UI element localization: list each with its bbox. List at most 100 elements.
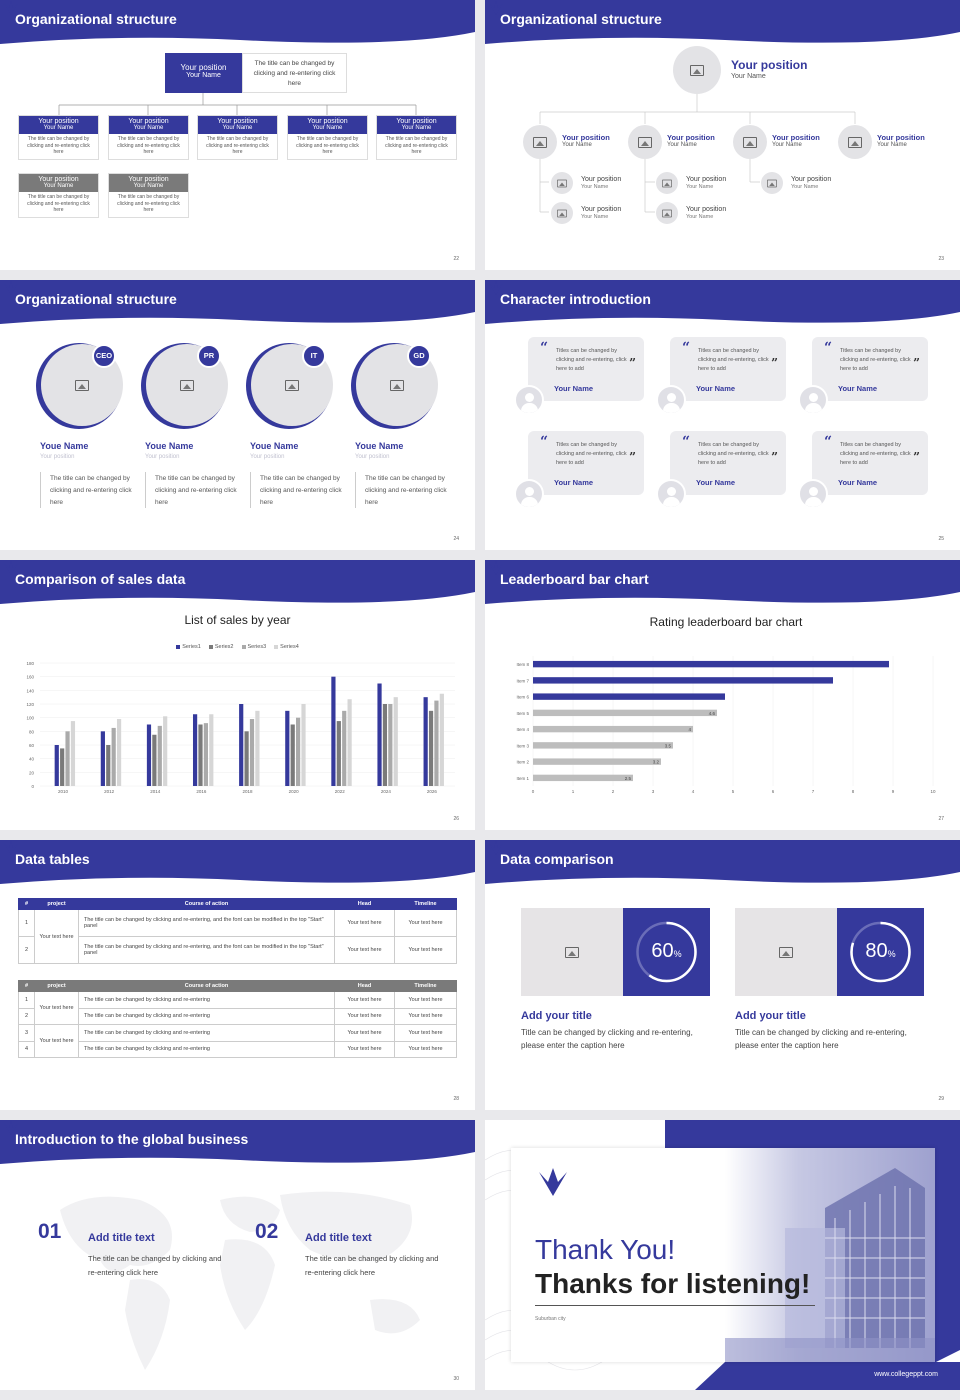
head-cell: Your text here bbox=[334, 909, 395, 937]
divider bbox=[145, 472, 146, 508]
quote-close-icon: ” bbox=[629, 450, 636, 464]
bar bbox=[347, 699, 352, 786]
building-photo bbox=[725, 1148, 935, 1362]
bar bbox=[249, 719, 255, 786]
table-row: 2 The title can be changed by clicking an… bbox=[18, 1007, 457, 1025]
page-number: 22 bbox=[453, 256, 459, 262]
avatar bbox=[523, 125, 557, 159]
image-placeholder-icon bbox=[638, 136, 652, 148]
org-card-header: Your position Your Name bbox=[288, 116, 367, 134]
name-text: Your Name bbox=[401, 125, 432, 131]
slide-title: Comparison of sales data bbox=[15, 571, 186, 587]
org-card: Your position Your Name The title can be c… bbox=[108, 115, 189, 160]
progress-arc bbox=[850, 921, 911, 983]
org-node-small: Your position Your Name bbox=[761, 172, 861, 196]
slide-23: Organizational structure Your position Y… bbox=[485, 0, 960, 270]
name-text: Your Name bbox=[186, 72, 221, 79]
testimonial-card: “ Titles can be changed by clicking and r… bbox=[528, 337, 644, 401]
org-node: Your position Your Name bbox=[628, 125, 733, 159]
legend-item: Series4 bbox=[274, 644, 299, 650]
page-number: 26 bbox=[453, 816, 459, 822]
org-connectors bbox=[58, 93, 417, 115]
name-text: Your Name bbox=[312, 125, 343, 131]
table-header-cell: project bbox=[34, 898, 79, 910]
bar bbox=[301, 704, 306, 786]
slide-header: Organizational structure bbox=[0, 0, 475, 48]
item-heading: Add your title bbox=[521, 1010, 592, 1022]
user-avatar-icon bbox=[798, 479, 828, 509]
position-text: Your position bbox=[686, 206, 727, 213]
name-text: Your Name bbox=[772, 142, 802, 148]
user-avatar-icon bbox=[656, 479, 686, 509]
thanks-for-listening: Thanks for listening! bbox=[535, 1268, 811, 1299]
testimonial-name: Your Name bbox=[554, 384, 594, 393]
x-tick-label: 6 bbox=[772, 789, 775, 794]
slide-31: Thank You! Thanks for listening! Suburba… bbox=[485, 1120, 960, 1390]
x-tick-label: 0 bbox=[532, 789, 535, 794]
org-node-small: Your position Your Name bbox=[656, 172, 756, 196]
person-desc: The title can be changed by clicking and… bbox=[50, 475, 132, 506]
item-number: 02 bbox=[255, 1220, 279, 1243]
person-name: Youe Name bbox=[40, 441, 89, 451]
avatar bbox=[656, 172, 678, 194]
leaderboard-bar-chart: 0 1 2 3 4 5 6 7 8 9 10 Item 8 Item 7 Item 6 Item 5 4.6 I… bbox=[516, 656, 936, 794]
position-text: Your position bbox=[128, 176, 169, 183]
org-node: Your position Your Name bbox=[838, 125, 943, 159]
name-text: Your Name bbox=[731, 73, 766, 80]
testimonial-name: Your Name bbox=[554, 478, 594, 487]
slide-header: Character introduction bbox=[485, 280, 960, 328]
table-header-row: # project Course of action Head Timeline bbox=[18, 898, 457, 910]
table-header-cell: Head bbox=[334, 898, 395, 910]
x-tick-label: 5 bbox=[732, 789, 735, 794]
quote-open-icon: “ bbox=[824, 340, 833, 356]
org-card: Your position Your Name The title can be c… bbox=[197, 115, 278, 160]
timeline-cell: Your text here bbox=[394, 991, 457, 1009]
person-desc: The title can be changed by clicking and… bbox=[260, 475, 342, 506]
image-placeholder-icon bbox=[75, 379, 89, 391]
bar bbox=[377, 683, 382, 786]
timeline-cell: Your text here bbox=[394, 1007, 457, 1025]
page-number: 23 bbox=[938, 256, 944, 262]
avatar bbox=[628, 125, 662, 159]
testimonial-card: “ Titles can be changed by clicking and r… bbox=[812, 337, 928, 401]
avatar bbox=[733, 125, 767, 159]
logo-icon bbox=[4, 841, 18, 855]
x-tick-label: 2018 bbox=[242, 789, 253, 794]
org-card: Your position Your Name The title can be c… bbox=[376, 115, 457, 160]
y-tick-label: 20 bbox=[29, 770, 35, 775]
name-text: Your Name bbox=[581, 214, 609, 220]
bar bbox=[533, 660, 889, 668]
slide-25: Character introduction “ Titles can be ch… bbox=[485, 280, 960, 550]
org-card-header: Your position Your Name bbox=[377, 116, 456, 134]
position-text: Your position bbox=[877, 133, 925, 142]
row-number: 3 bbox=[18, 1024, 35, 1042]
logo-icon bbox=[4, 1121, 18, 1135]
person-position: Your position bbox=[145, 454, 180, 460]
bar bbox=[239, 704, 244, 786]
testimonial-text: Titles can be changed by clicking and re… bbox=[840, 348, 911, 372]
bar bbox=[116, 719, 122, 786]
org-card-desc: The title can be changed by clicking and… bbox=[206, 136, 269, 155]
image-placeholder-icon bbox=[662, 209, 672, 217]
row-number: 1 bbox=[18, 909, 35, 937]
sales-bar-chart: 0 20 40 60 80 100 120 140 160 180 2010 2012 2014 2016… bbox=[26, 661, 455, 794]
logo-icon bbox=[489, 281, 503, 295]
y-tick-label: Item 3 bbox=[516, 743, 529, 748]
bar bbox=[388, 704, 393, 786]
slide-title: Data tables bbox=[15, 851, 90, 867]
org-card-desc: The title can be changed by clicking and… bbox=[117, 194, 180, 213]
bar bbox=[106, 745, 111, 786]
avatar bbox=[656, 202, 678, 224]
bar bbox=[533, 709, 717, 717]
org-card: Your position Your Name The title can be c… bbox=[287, 115, 368, 160]
timeline-cell: Your text here bbox=[394, 1040, 457, 1058]
row-number: 2 bbox=[18, 1007, 35, 1025]
bar bbox=[163, 716, 168, 786]
x-tick-label: 10 bbox=[930, 789, 936, 794]
testimonial-text: Titles can be changed by clicking and re… bbox=[556, 442, 627, 466]
item-heading: Add title text bbox=[88, 1232, 155, 1244]
x-tick-label: 2010 bbox=[58, 789, 69, 794]
item-desc: The title can be changed by clicking and… bbox=[88, 1254, 222, 1277]
logo-icon bbox=[539, 1168, 567, 1196]
y-tick-label: 100 bbox=[26, 716, 34, 721]
